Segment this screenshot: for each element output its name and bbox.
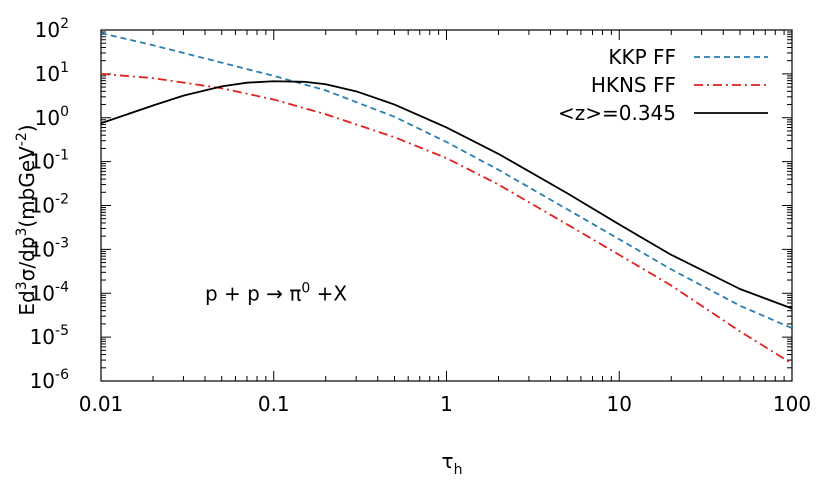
annotation-main: p + p → π xyxy=(205,281,301,305)
x-tick-label: 100 xyxy=(773,392,811,416)
ticks-group: 0.01 0.1 1 10 100 102 101 100 10-1 10-2 10-3 10-4 10… xyxy=(30,16,812,416)
x-axis-label: τh xyxy=(442,449,463,478)
reaction-annotation: p + p → π0 +X xyxy=(205,280,347,305)
y-tick-label: 10-4 xyxy=(30,279,70,305)
x-label-main: τ xyxy=(442,449,454,473)
y-tick-label: 101 xyxy=(35,60,69,86)
y-tick-label: 102 xyxy=(35,16,69,42)
legend-label-2: <z>=0.345 xyxy=(558,101,676,125)
y-label-sup-b: 3 xyxy=(14,228,30,237)
x-tick-label: 1 xyxy=(440,392,453,416)
series-line-0 xyxy=(100,32,793,329)
y-label-part-d: ) xyxy=(15,124,39,132)
y-tick-label: 10-2 xyxy=(30,192,69,218)
x-tick-label: 10 xyxy=(607,392,632,416)
x-tick-label: 0.1 xyxy=(258,392,290,416)
y-tick-label: 10-6 xyxy=(30,367,70,393)
y-tick-label: 10-3 xyxy=(30,235,69,261)
y-label-sup-c: -2 xyxy=(14,132,30,146)
annotation-sup: 0 xyxy=(301,280,310,296)
y-label-part-a: Ed xyxy=(15,290,39,315)
plot-frame-group xyxy=(100,29,793,382)
y-axis-label: Ed3σ/dp3(mbGeV-2) xyxy=(14,124,39,315)
x-tick-label: 0.01 xyxy=(79,392,124,416)
annotation-tail: +X xyxy=(310,281,347,305)
y-label-part-c: (mbGeV xyxy=(15,146,39,228)
legend-label-0: KKP FF xyxy=(608,45,676,69)
y-tick-label: 100 xyxy=(35,104,69,130)
y-tick-label: 10-1 xyxy=(30,148,69,174)
legend-label-1: HKNS FF xyxy=(591,73,676,97)
y-label-part-b: σ/dp xyxy=(15,237,39,282)
series-line-1 xyxy=(100,72,793,365)
series-line-2 xyxy=(100,80,793,310)
y-tick-label: 10-5 xyxy=(30,323,69,349)
x-label-sub: h xyxy=(454,462,463,478)
y-label-sup-a: 3 xyxy=(14,281,30,290)
legend: KKP FF HKNS FF <z>=0.345 xyxy=(558,45,768,125)
series-group xyxy=(100,32,793,365)
plot-frame xyxy=(100,29,793,382)
